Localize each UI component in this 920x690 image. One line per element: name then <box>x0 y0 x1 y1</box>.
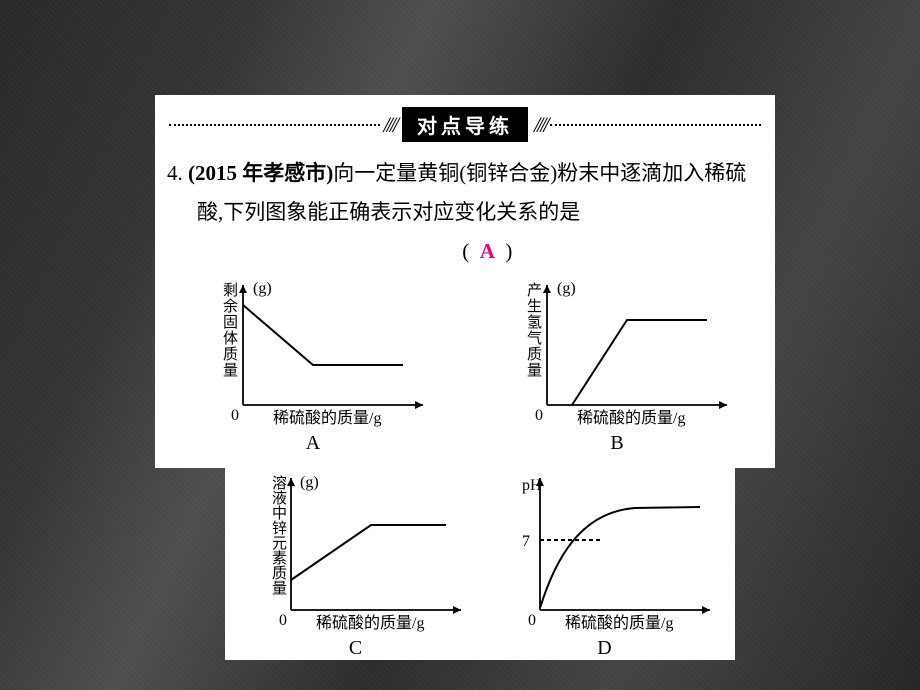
unit-A: (g) <box>253 280 272 297</box>
chart-C-label: C <box>236 637 476 660</box>
chart-A-svg: 剩余固体质量 (g) 0 稀硫酸的质量/g <box>183 275 443 430</box>
tick-7: 7 <box>522 533 530 550</box>
dotted-rule-right <box>550 124 761 126</box>
question-source: (2015 年孝感市) <box>188 161 333 185</box>
xlabel-B: 稀硫酸的质量/g <box>577 409 685 427</box>
slash-decor-right: //// <box>534 112 546 138</box>
xlabel-C: 稀硫酸的质量/g <box>316 614 424 632</box>
chart-D: 7 pH 0 稀硫酸的质量/g D <box>485 470 725 660</box>
unit-B: (g) <box>557 280 576 297</box>
origin-A: 0 <box>231 407 239 424</box>
ylabel-D: pH <box>522 477 542 494</box>
origin-C: 0 <box>279 612 287 629</box>
chart-B-svg: 产生氢气质量 (g) 0 稀硫酸的质量/g <box>487 275 747 430</box>
chart-B: 产生氢气质量 (g) 0 稀硫酸的质量/g B <box>487 275 747 455</box>
xlabel-D: 稀硫酸的质量/g <box>565 614 673 632</box>
chart-C-svg: 溶液中锌元素质量 (g) 0 稀硫酸的质量/g <box>236 470 476 635</box>
origin-B: 0 <box>535 407 543 424</box>
svg-text:剩余固体质量: 剩余固体质量 <box>223 282 238 379</box>
chart-D-svg: 7 pH 0 稀硫酸的质量/g <box>485 470 725 635</box>
chart-A: 剩余固体质量 (g) 0 稀硫酸的质量/g A <box>183 275 443 455</box>
question-block: 4. (2015 年孝感市)向一定量黄铜(铜锌合金)粉末中逐滴加入稀硫酸,下列图… <box>155 148 775 271</box>
paren-close: ) <box>505 239 512 263</box>
chart-C: 溶液中锌元素质量 (g) 0 稀硫酸的质量/g C <box>236 470 476 660</box>
question-number: 4. <box>167 161 183 185</box>
chart-D-label: D <box>485 637 725 660</box>
section-title: 对点导练 <box>402 107 528 142</box>
origin-D: 0 <box>528 612 536 629</box>
paren-open: ( <box>462 239 469 263</box>
unit-C: (g) <box>300 474 319 491</box>
answer-letter: A <box>480 239 495 263</box>
content-card-top: //// 对点导练 //// 4. (2015 年孝感市)向一定量黄铜(铜锌合金… <box>155 95 775 468</box>
slash-decor-left: //// <box>384 112 396 138</box>
chart-B-label: B <box>487 432 747 455</box>
svg-text:溶液中锌元素质量: 溶液中锌元素质量 <box>272 475 287 597</box>
svg-text:产生氢气质量: 产生氢气质量 <box>527 282 542 379</box>
chart-A-label: A <box>183 432 443 455</box>
xlabel-A: 稀硫酸的质量/g <box>273 409 381 427</box>
charts-row-bottom: 溶液中锌元素质量 (g) 0 稀硫酸的质量/g C 7 pH 0 稀硫酸 <box>225 468 735 660</box>
content-card-bottom: 溶液中锌元素质量 (g) 0 稀硫酸的质量/g C 7 pH 0 稀硫酸 <box>225 468 735 660</box>
dotted-rule-left <box>169 124 380 126</box>
charts-row-top: 剩余固体质量 (g) 0 稀硫酸的质量/g A 产生氢气质量 (g) 0 稀硫酸… <box>155 271 775 455</box>
section-header: //// 对点导练 //// <box>155 95 775 148</box>
